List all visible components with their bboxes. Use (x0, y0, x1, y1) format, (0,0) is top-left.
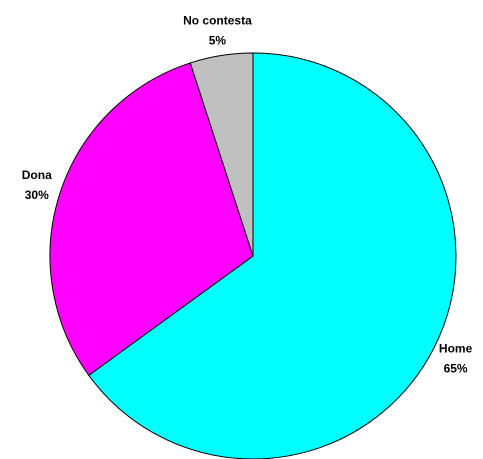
slice-label: No contesta (183, 14, 252, 28)
pie-slice (49, 62, 254, 377)
slice-value-label: 30% (25, 188, 49, 202)
slice-value-label: 5% (209, 34, 227, 48)
slice-label: Home (439, 341, 473, 355)
pie-slice (189, 52, 254, 257)
slice-label: Dona (22, 168, 52, 182)
pie-slice (88, 52, 457, 459)
slice-value-label: 65% (444, 361, 468, 375)
